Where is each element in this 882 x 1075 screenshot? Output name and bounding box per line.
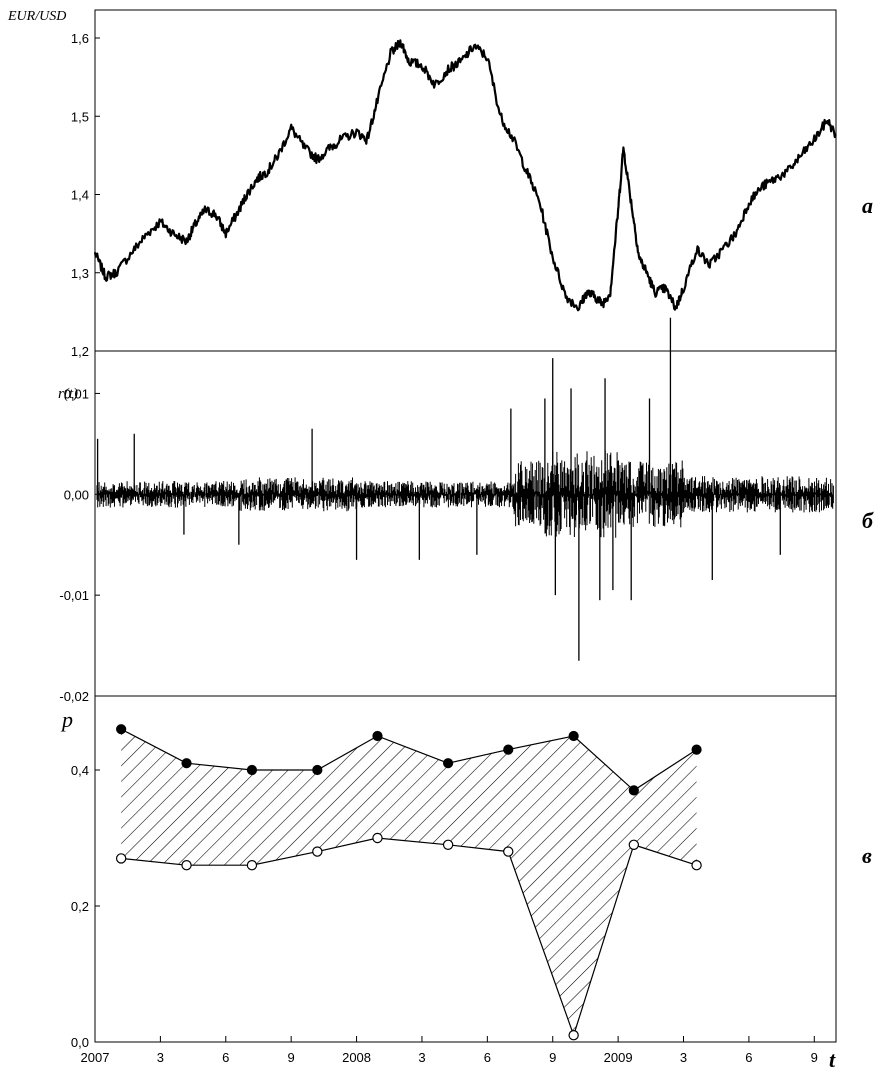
panel-b-y-tick-label-0: -0,02 — [59, 689, 89, 704]
panel-v-upper-point-8 — [628, 785, 639, 796]
panel-v-lower-point-8 — [628, 839, 640, 851]
x-tick-label-10: 6 — [745, 1050, 752, 1065]
panel-v-lower-point-9 — [691, 860, 702, 871]
panel-v-label: в — [862, 843, 872, 868]
panel-b-y-tick-label-1: -0,01 — [59, 588, 89, 603]
panel-v-upper-series-line — [120, 728, 697, 792]
panel-v-y-tick-label-0: 0,0 — [71, 1035, 89, 1050]
x-tick-label-2: 6 — [222, 1050, 229, 1065]
x-tick-label-0: 2007 — [81, 1050, 110, 1065]
panel-v-y-axis-label: p — [60, 707, 73, 732]
panel-v-y-tick-label-2: 0,4 — [71, 763, 89, 778]
panel-a-y-tick-label-2: 1,4 — [71, 188, 89, 203]
panel-v-upper-point-9 — [691, 744, 702, 755]
panel-a-label: a — [862, 193, 873, 218]
x-tick-label-9: 3 — [680, 1050, 687, 1065]
panel-a-price-line — [93, 39, 837, 312]
panel-a-y-ticks: 1,2 1,3 1,4 1,5 1,6 — [71, 31, 100, 359]
panel-v-hatched-region — [121, 729, 697, 1036]
panel-v-markers — [115, 724, 702, 1041]
panel-a-y-tick-label-1: 1,3 — [71, 266, 89, 281]
panel-b-y-tick-label-3: 0,01 — [64, 386, 89, 401]
panel-v-upper-point-6 — [503, 744, 514, 755]
panel-b-returns-noise — [96, 450, 834, 538]
panel-v-upper-point-2 — [246, 764, 258, 776]
panel-v-lower-point-4 — [372, 832, 383, 844]
panel-v-lower-point-1 — [181, 860, 192, 871]
panel-v-upper-point-7 — [568, 730, 579, 742]
panel-v-lower-point-3 — [312, 846, 323, 857]
x-axis-label: t — [829, 1047, 836, 1072]
panel-v-upper-point-3 — [312, 764, 323, 776]
panel-v-lower-point-2 — [246, 860, 258, 871]
panel-b-y-tick-label-2: 0,00 — [64, 487, 89, 502]
x-tick-label-8: 2009 — [604, 1050, 633, 1065]
x-tick-label-6: 6 — [484, 1050, 491, 1065]
x-tick-label-5: 3 — [418, 1050, 425, 1065]
panel-a-frame — [94, 9, 837, 352]
x-tick-label-3: 9 — [288, 1050, 295, 1065]
panel-v-y-tick-label-1: 0,2 — [71, 899, 89, 914]
panel-a: EUR/USD 1,2 1,3 1,4 1,5 1,6 a — [7, 9, 873, 359]
panel-v-upper-point-1 — [181, 758, 192, 769]
panel-a-y-axis-label: EUR/USD — [7, 9, 66, 24]
x-axis-ticks: 2007 3 6 9 2008 3 6 9 2009 3 6 9 — [81, 1036, 818, 1065]
panel-v-upper-point-5 — [443, 758, 454, 769]
panel-v-upper-point-4 — [372, 730, 383, 742]
panel-v-lower-point-0 — [115, 853, 127, 864]
panel-b: r(t) -0,02 -0,01 0,00 0,01 б — [58, 317, 874, 704]
panel-v-lower-series-line — [121, 837, 697, 1038]
x-tick-label-1: 3 — [157, 1050, 164, 1065]
panel-frames — [94, 9, 837, 1043]
panel-b-return-spikes — [96, 317, 781, 661]
panel-v: p 0,0 0,2 0,4 2007 3 6 9 2008 3 6 9 2009 3 6 9 t в — [60, 707, 872, 1072]
panel-b-y-ticks: -0,02 -0,01 0,00 0,01 — [59, 386, 100, 704]
panel-a-y-tick-label-0: 1,2 — [71, 344, 89, 359]
panel-b-y-axis-label: r(t) — [58, 386, 78, 402]
x-tick-label-11: 9 — [811, 1050, 818, 1065]
panel-b-frame — [94, 350, 837, 697]
panel-v-lower-point-6 — [503, 846, 514, 857]
panel-a-y-tick-label-3: 1,5 — [71, 109, 89, 124]
panel-b-label: б — [862, 508, 874, 533]
x-tick-label-7: 9 — [549, 1050, 556, 1065]
x-tick-label-4: 2008 — [342, 1050, 371, 1065]
panel-v-lower-point-5 — [442, 839, 454, 851]
panel-v-frame — [94, 695, 837, 1043]
panel-v-lower-point-7 — [568, 1029, 579, 1041]
panel-v-upper-point-0 — [116, 724, 127, 735]
panel-a-y-tick-label-4: 1,6 — [71, 31, 89, 46]
panel-v-y-ticks: 0,0 0,2 0,4 — [71, 763, 100, 1050]
